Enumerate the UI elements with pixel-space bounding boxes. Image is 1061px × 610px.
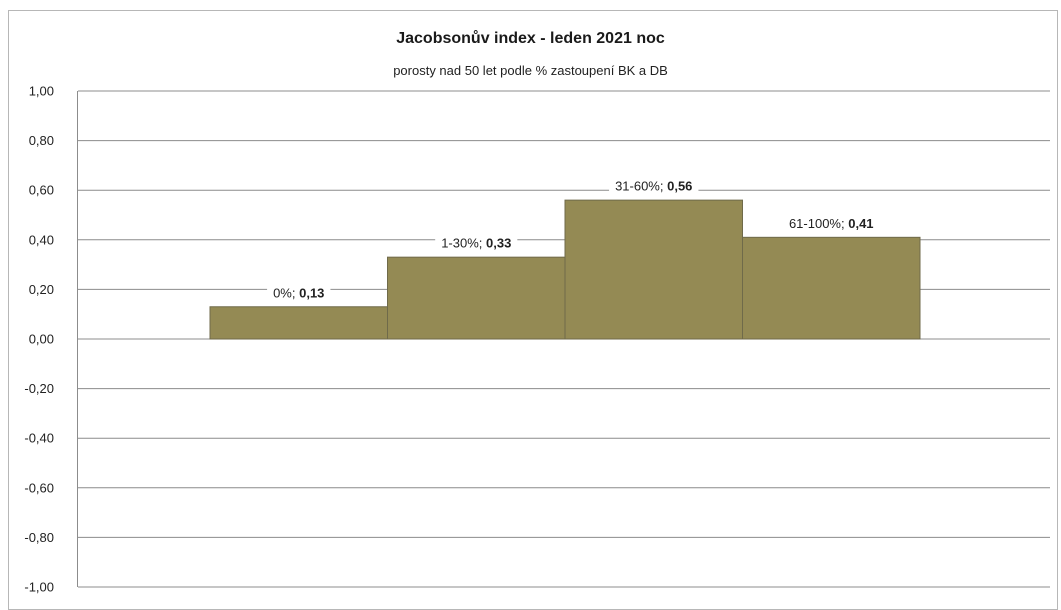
data-label-value: 0,56 [667,179,692,194]
data-label-separator: ; [479,236,486,251]
y-tick-label: 0,20 [29,282,54,297]
y-tick-label: 0,00 [29,332,54,347]
data-label-category: 0% [273,285,292,300]
y-tick-label: -1,00 [24,580,54,595]
data-label-background [609,177,699,195]
y-tick-label: 0,60 [29,183,54,198]
data-label-background [435,234,518,252]
data-label-background [782,214,880,232]
data-label-separator: ; [292,285,299,300]
data-label: 1-30%; 0,33 [435,234,518,252]
y-tick-label: -0,80 [24,530,54,545]
y-tick-label: -0,60 [24,480,54,495]
y-tick-label: -0,40 [24,431,54,446]
data-label-value: 0,33 [486,236,511,251]
data-label-category: 31-60% [615,179,660,194]
chart-subtitle: porosty nad 50 let podle % zastoupení BK… [393,63,668,78]
y-tick-label: 0,80 [29,133,54,148]
data-label: 0%; 0,13 [267,284,331,302]
data-label: 31-60%; 0,56 [609,177,699,195]
data-label: 61-100%; 0,41 [782,214,880,232]
data-label-text: 1-30%; 0,33 [441,236,511,251]
y-tick-label: 1,00 [29,84,54,99]
data-label-category: 1-30% [441,236,479,251]
data-label-value: 0,13 [299,285,324,300]
data-label-value: 0,41 [848,216,873,231]
y-axis-tick-labels: 1,00 0,80 0,60 0,40 0,20 0,00 -0,20 -0,40 -0,60 -… [24,84,54,595]
bar-61-100% [742,236,921,340]
y-tick-label: 0,40 [29,232,54,247]
bar-1-30% [387,256,566,340]
data-label-text: 31-60%; 0,56 [615,179,692,194]
bar-0% [209,306,388,340]
bars [209,199,921,340]
data-label-background [267,284,331,302]
data-label-separator: ; [660,179,667,194]
data-label-separator: ; [841,216,848,231]
y-tick-label: -0,20 [24,381,54,396]
data-labels: 0%; 0,13 1-30%; 0,33 31-60%; 0,56 61-100%; … [267,177,880,302]
data-label-category: 61-100% [789,216,841,231]
data-label-text: 61-100%; 0,41 [789,216,874,231]
data-label-text: 0%; 0,13 [273,285,324,300]
chart-title: Jacobsonův index - leden 2021 noc [396,30,665,47]
bar-31-60% [564,199,743,340]
